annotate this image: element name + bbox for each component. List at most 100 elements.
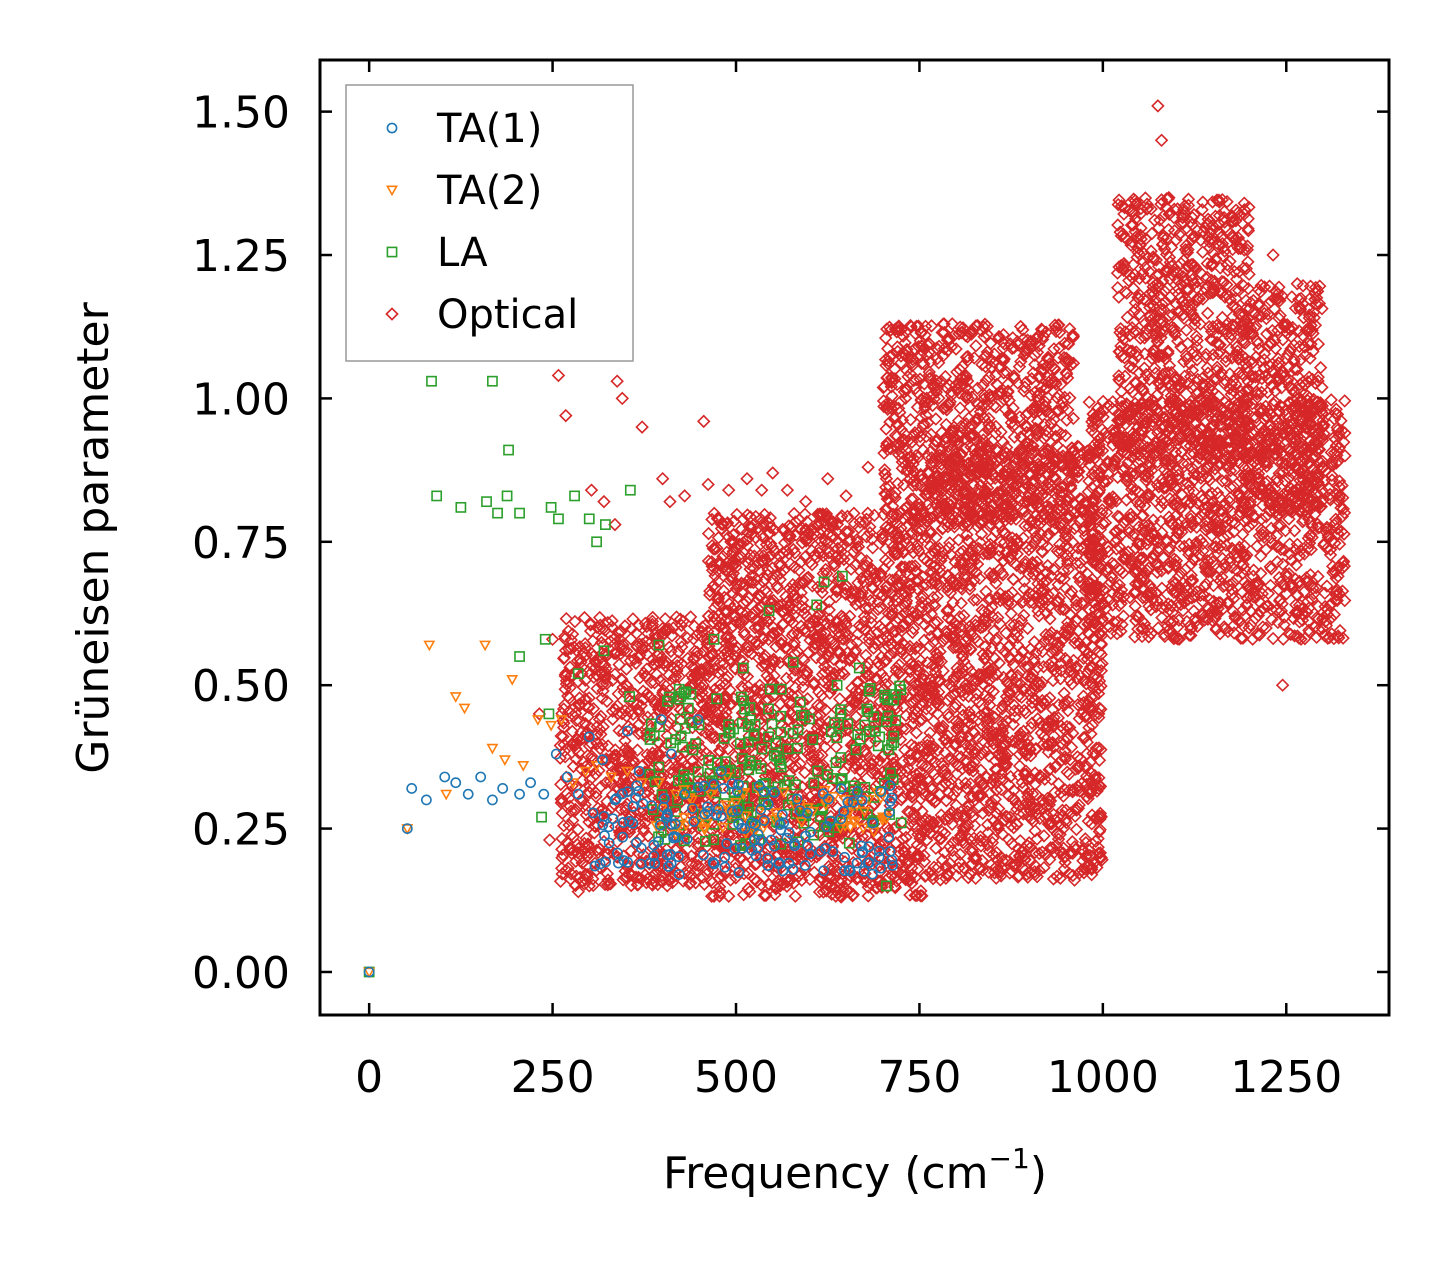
point-optical	[902, 584, 916, 598]
point-optical	[969, 565, 983, 579]
point-optical	[583, 720, 597, 735]
point-optical	[1060, 732, 1075, 746]
point-optical	[712, 557, 726, 572]
point-optical	[816, 549, 831, 563]
point-optical	[655, 874, 670, 889]
point-optical	[943, 839, 957, 854]
point-optical	[1041, 558, 1055, 573]
point-optical	[986, 847, 1000, 861]
point-optical	[865, 684, 880, 698]
point-optical	[556, 818, 571, 833]
point-optical	[775, 718, 789, 733]
point-optical	[929, 692, 943, 707]
point-optical	[1277, 618, 1291, 632]
point-optical	[1042, 762, 1056, 777]
point-optical	[956, 619, 971, 634]
point-optical	[878, 584, 893, 598]
point-optical	[1003, 617, 1018, 632]
point-optical	[659, 842, 674, 857]
point-optical	[861, 889, 875, 903]
point-optical	[1053, 516, 1068, 531]
point-optical	[776, 617, 791, 631]
point-optical	[988, 651, 1002, 665]
point-optical	[971, 788, 985, 803]
point-optical	[970, 593, 984, 607]
point-optical	[721, 742, 735, 756]
data-points-layer	[363, 99, 1352, 979]
point-optical	[757, 888, 771, 903]
point-optical	[925, 868, 939, 882]
point-optical	[1017, 608, 1031, 622]
point-optical	[777, 523, 792, 537]
point-optical	[706, 542, 721, 556]
point-optical	[967, 746, 981, 761]
point-optical	[981, 826, 995, 840]
point-optical	[996, 554, 1011, 568]
point-optical	[1069, 594, 1083, 608]
point-optical	[1091, 846, 1106, 860]
point-optical	[775, 522, 790, 537]
point-optical	[835, 509, 849, 523]
point-optical	[944, 777, 958, 791]
point-optical	[1028, 564, 1043, 578]
point-optical	[949, 697, 963, 711]
point-optical	[710, 597, 725, 611]
point-optical	[1036, 592, 1050, 607]
point-optical	[1041, 527, 1056, 541]
point-optical	[1092, 778, 1106, 792]
point-optical	[968, 849, 983, 864]
point-optical	[561, 624, 576, 638]
point-optical	[1219, 560, 1233, 575]
point-optical	[826, 619, 841, 634]
point-optical	[971, 634, 985, 649]
point-optical	[586, 878, 600, 893]
point-optical	[710, 714, 724, 729]
point-optical	[579, 808, 594, 822]
point-optical	[1071, 636, 1086, 650]
point-optical	[711, 511, 726, 526]
point-optical	[793, 852, 807, 866]
point-optical	[583, 779, 597, 794]
point-optical	[568, 878, 583, 893]
point-optical	[1297, 547, 1312, 561]
point-optical	[746, 575, 761, 590]
point-optical	[956, 643, 971, 657]
point-optical	[915, 671, 929, 686]
point-optical	[792, 563, 806, 577]
point-optical	[903, 540, 918, 555]
point-optical	[665, 875, 680, 890]
point-optical	[683, 610, 698, 624]
point-optical	[957, 570, 972, 585]
point-optical	[943, 536, 957, 550]
point-optical	[1064, 479, 1078, 493]
point-optical	[1095, 443, 1110, 458]
point-optical	[704, 758, 718, 772]
point-optical	[682, 877, 697, 891]
point-optical	[711, 665, 726, 680]
point-optical	[1062, 767, 1076, 781]
point-optical	[982, 603, 996, 618]
point-optical	[581, 709, 595, 724]
point-optical	[1332, 488, 1347, 503]
point-optical	[842, 553, 857, 567]
point-optical	[1213, 490, 1227, 505]
point-optical	[896, 754, 910, 769]
point-optical	[1174, 566, 1188, 580]
point-optical	[1210, 486, 1225, 500]
point-optical	[998, 589, 1012, 604]
point-optical	[853, 756, 868, 771]
point-optical	[1142, 599, 1156, 613]
point-optical	[963, 578, 977, 593]
point-optical	[904, 789, 919, 804]
point-optical	[756, 549, 771, 563]
point-optical	[951, 665, 965, 680]
point-optical	[648, 867, 663, 881]
point-optical	[555, 794, 570, 809]
point-optical	[931, 655, 945, 669]
point-optical	[854, 551, 868, 565]
point-optical	[579, 802, 593, 817]
point-optical	[724, 717, 738, 732]
point-optical	[993, 617, 1007, 631]
point-optical	[641, 784, 656, 799]
point-optical	[864, 835, 878, 850]
